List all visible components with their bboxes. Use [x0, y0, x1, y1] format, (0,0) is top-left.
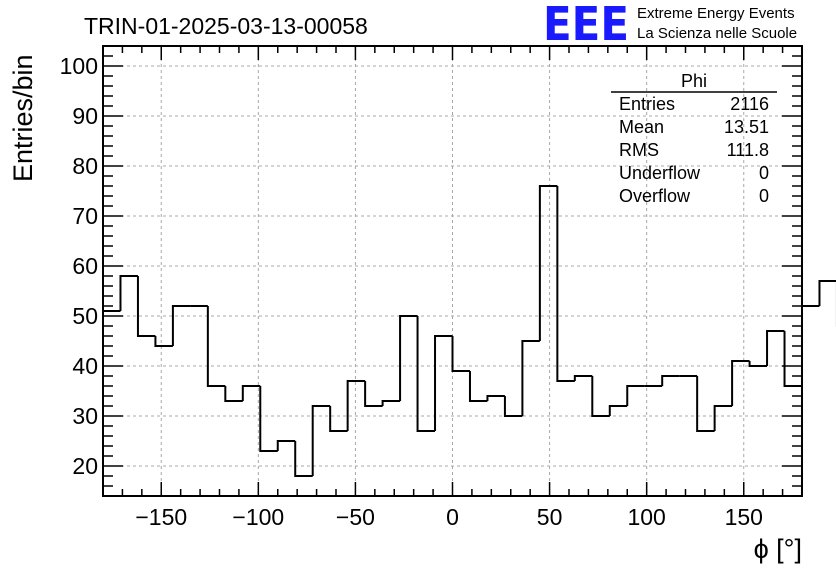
y-tick-label: 70 — [72, 203, 98, 229]
x-tick-label: 0 — [446, 504, 459, 530]
grid-lines — [103, 46, 802, 496]
y-axis-title: Entries/bin — [8, 54, 38, 182]
stats-label: RMS — [619, 140, 659, 160]
stats-box: Phi Entries 2116 Mean 13.51 RMS 111.8 Underflo… — [611, 71, 777, 206]
stats-rows: Entries 2116 Mean 13.51 RMS 111.8 Underflow 0 Ov… — [619, 94, 769, 206]
y-tick-label: 60 — [72, 253, 98, 279]
histogram-bin — [154, 336, 173, 347]
x-tick-label: −150 — [135, 504, 187, 530]
histogram-bin — [731, 360, 750, 406]
histogram-bin — [713, 405, 733, 431]
y-tick-label: 90 — [72, 103, 98, 129]
stats-label: Overflow — [619, 186, 691, 206]
y-tick-label: 20 — [72, 453, 98, 479]
histogram-bin — [294, 441, 313, 477]
histogram-bin — [766, 330, 785, 366]
eee-logo: EEE Extreme Energy Events La Scienza nel… — [543, 0, 797, 51]
eee-logo-line-1: Extreme Energy Events — [637, 5, 795, 22]
y-tick-label: 80 — [72, 153, 98, 179]
stats-value: 111.8 — [727, 140, 769, 160]
stats-value: 0 — [759, 186, 769, 206]
histogram-bin — [171, 305, 191, 346]
x-axis-title: ϕ [°] — [754, 534, 802, 564]
histogram-bin — [521, 340, 540, 416]
histogram-bin — [224, 386, 243, 402]
stats-value: 0 — [759, 163, 769, 183]
histogram-bin — [434, 335, 453, 431]
histogram-bin — [311, 405, 331, 476]
y-tick-label: 100 — [60, 53, 98, 79]
histogram-bin — [608, 405, 628, 416]
histogram-bin — [626, 385, 645, 406]
histogram-bin — [119, 275, 138, 311]
histogram-bin — [276, 440, 296, 451]
chart-title: TRIN-01-2025-03-13-00058 — [84, 13, 368, 39]
stats-box-title: Phi — [681, 71, 707, 91]
x-tick-label: 50 — [537, 504, 563, 530]
histogram-bin — [573, 375, 593, 381]
x-tick-label: −100 — [232, 504, 284, 530]
histogram-bin — [538, 185, 558, 341]
histogram-bin — [748, 361, 768, 367]
x-tick-label: 150 — [725, 504, 763, 530]
histogram-bin — [329, 406, 348, 432]
x-tick-label: −50 — [336, 504, 375, 530]
histogram-bin — [503, 396, 523, 417]
y-tick-label: 50 — [72, 303, 98, 329]
histogram-bin — [486, 395, 505, 401]
histogram-bin — [661, 375, 680, 386]
histogram-bin — [206, 306, 226, 387]
stats-label: Mean — [619, 117, 664, 137]
y-tick-label: 40 — [72, 353, 98, 379]
histogram-bin — [259, 386, 278, 452]
stats-label: Underflow — [619, 163, 701, 183]
histogram-bin — [102, 310, 121, 496]
eee-logo-mark: EEE — [543, 0, 629, 51]
histogram-bin — [696, 376, 715, 432]
stats-label: Entries — [619, 94, 675, 114]
histogram-bin — [399, 315, 418, 401]
eee-logo-line-2: La Scienza nelle Scuole — [637, 25, 797, 42]
histogram-bin — [783, 331, 802, 387]
y-tick-label: 30 — [72, 403, 98, 429]
histogram-bin — [818, 280, 836, 306]
histogram-bin — [468, 371, 488, 402]
histogram-bin — [136, 276, 156, 337]
axis-ticks — [102, 45, 803, 497]
histogram-bin — [381, 400, 401, 406]
histogram-bin — [451, 336, 470, 372]
tick-labels: −150 −100 −50 0 50 100 150 20 30 40 50 60 70 80 90 100 — [60, 53, 763, 530]
histogram-bin — [241, 385, 261, 401]
histogram-bin — [364, 381, 383, 407]
stats-value: 13.51 — [724, 117, 769, 137]
histogram-bin — [556, 186, 575, 382]
stats-value: 2116 — [730, 94, 769, 114]
histogram-bin — [346, 380, 366, 431]
histogram-bin — [801, 305, 820, 386]
histogram-bin — [591, 376, 610, 417]
histogram-bin — [416, 316, 436, 432]
x-tick-label: 100 — [627, 504, 665, 530]
